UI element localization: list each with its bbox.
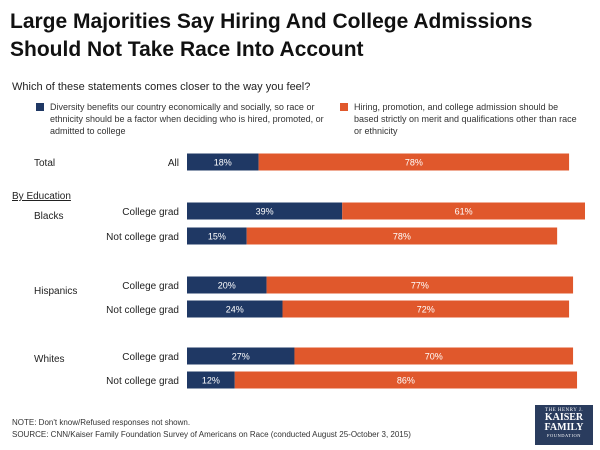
chart-title: Large Majorities Say Hiring And College … xyxy=(10,10,533,61)
category-label: All xyxy=(168,158,179,169)
category-label: Not college grad xyxy=(106,232,179,243)
bar-segment-diversity xyxy=(187,153,259,171)
bar-segment-merit xyxy=(342,202,585,220)
bar-segment-diversity xyxy=(187,347,295,365)
bar-segment-merit xyxy=(258,153,570,171)
bar-segment-diversity xyxy=(187,227,247,245)
data-label: 78% xyxy=(405,158,423,168)
bar-segment-diversity xyxy=(187,371,235,389)
group-label-whites: Whites xyxy=(34,354,65,365)
kff-logo: THE HENRY J. KAISER FAMILY FOUNDATION xyxy=(535,405,593,445)
data-label: 61% xyxy=(455,207,473,217)
question-text: Which of these statements comes closer t… xyxy=(12,81,311,93)
data-label: 18% xyxy=(214,158,232,168)
data-label: 70% xyxy=(425,352,443,362)
data-label: 20% xyxy=(218,281,236,291)
legend-swatch-navy xyxy=(36,103,44,111)
data-label: 78% xyxy=(393,232,411,242)
footer-note: NOTE: Don't know/Refused responses not s… xyxy=(12,418,191,427)
data-label: 24% xyxy=(226,305,244,315)
group-label-total: Total xyxy=(34,158,55,169)
data-label: 27% xyxy=(232,352,250,362)
data-label: 72% xyxy=(417,305,435,315)
logo-line-1: THE HENRY J. xyxy=(544,408,584,413)
data-label: 86% xyxy=(397,376,415,386)
bar-segment-merit xyxy=(282,300,570,318)
category-label: Not college grad xyxy=(106,305,179,316)
legend-label-diversity: Diversity benefits our country economica… xyxy=(50,102,324,136)
group-label-blacks: Blacks xyxy=(34,211,63,222)
data-label: 12% xyxy=(202,376,220,386)
legend-swatch-orange xyxy=(340,103,348,111)
category-label: College grad xyxy=(122,207,179,218)
bar-segment-merit xyxy=(234,371,578,389)
category-label: Not college grad xyxy=(106,376,179,387)
category-label: College grad xyxy=(122,352,179,363)
bar-segment-diversity xyxy=(187,202,343,220)
category-label: College grad xyxy=(122,281,179,292)
data-label: 77% xyxy=(411,281,429,291)
logo-line-4: FOUNDATION xyxy=(547,433,581,438)
bar-segment-diversity xyxy=(187,276,267,294)
footer-source: SOURCE: CNN/Kaiser Family Foundation Sur… xyxy=(12,430,411,439)
logo-line-3: FAMILY xyxy=(544,422,584,433)
bar-segment-merit xyxy=(266,276,574,294)
data-label: 15% xyxy=(208,232,226,242)
bar-segment-merit xyxy=(294,347,574,365)
legend-label-merit: Hiring, promotion, and college admission… xyxy=(354,102,577,136)
group-label-hispanics: Hispanics xyxy=(34,286,77,297)
bar-segment-merit xyxy=(246,227,558,245)
bar-segment-diversity xyxy=(187,300,283,318)
data-label: 39% xyxy=(256,207,274,217)
by-education-label: By Education xyxy=(12,191,71,202)
logo-line-2: KAISER xyxy=(544,412,584,423)
